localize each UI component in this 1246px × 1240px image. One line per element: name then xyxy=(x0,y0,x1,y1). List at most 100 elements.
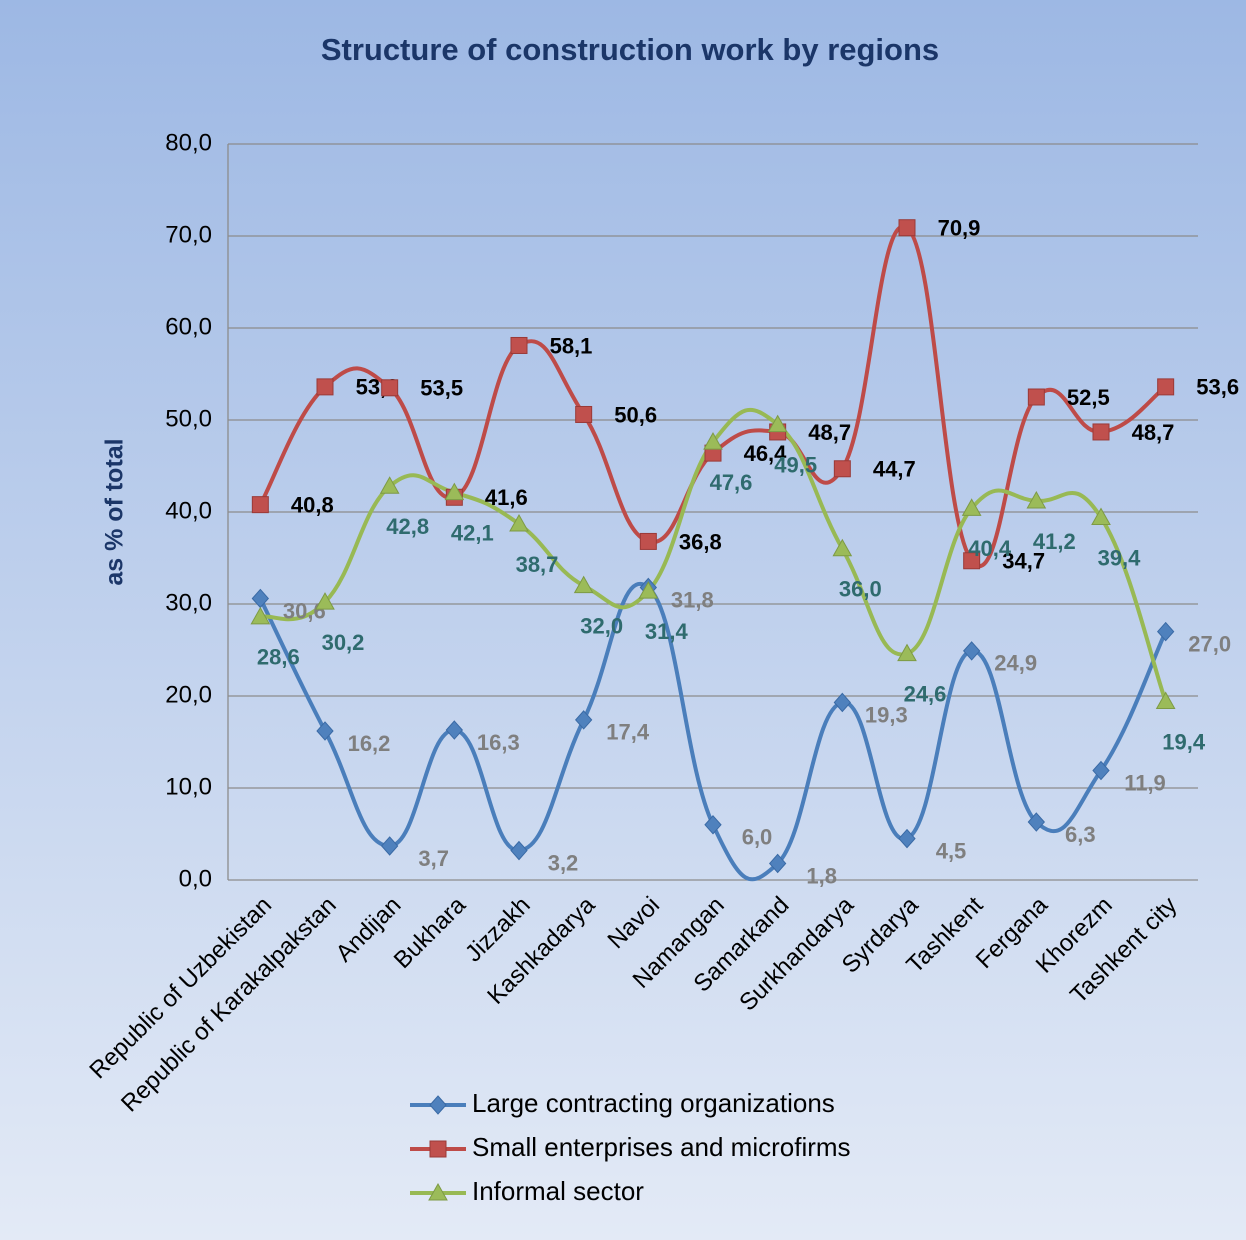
marker xyxy=(573,575,594,594)
legend-label: Informal sector xyxy=(472,1176,644,1206)
y-tick-label: 50,0 xyxy=(165,405,212,432)
data-label: 39,4 xyxy=(1098,545,1142,570)
data-label: 6,0 xyxy=(742,825,773,850)
marker xyxy=(316,378,334,396)
y-tick-label: 60,0 xyxy=(165,313,212,340)
data-label: 36,8 xyxy=(679,529,722,554)
data-label: 16,2 xyxy=(348,731,391,756)
marker xyxy=(251,496,269,514)
data-label: 1,8 xyxy=(806,863,837,888)
data-label: 41,2 xyxy=(1033,529,1076,554)
data-label: 50,6 xyxy=(614,402,657,427)
marker xyxy=(962,641,981,661)
marker xyxy=(1091,507,1111,526)
y-tick-label: 30,0 xyxy=(165,589,212,616)
marker xyxy=(510,336,528,354)
data-label: 31,8 xyxy=(671,587,714,612)
data-label: 30,2 xyxy=(322,630,365,655)
data-label: 34,7 xyxy=(1002,549,1045,574)
data-label: 36,0 xyxy=(839,577,882,602)
marker xyxy=(1092,760,1110,781)
data-label: 28,6 xyxy=(257,645,300,670)
marker xyxy=(510,840,528,861)
marker xyxy=(381,379,399,397)
marker xyxy=(961,498,982,516)
data-label: 6,3 xyxy=(1065,822,1096,847)
data-label: 4,5 xyxy=(936,838,967,863)
series-line xyxy=(258,224,1167,568)
data-label: 41,6 xyxy=(485,485,528,510)
data-label: 44,7 xyxy=(873,457,916,482)
marker xyxy=(638,581,659,599)
data-label: 3,2 xyxy=(548,850,579,875)
data-label: 24,9 xyxy=(994,651,1037,676)
marker xyxy=(250,606,271,625)
marker xyxy=(1026,490,1047,509)
marker xyxy=(316,721,334,741)
marker xyxy=(897,643,917,662)
data-label: 40,8 xyxy=(291,492,334,517)
marker xyxy=(1157,621,1175,642)
data-label: 42,1 xyxy=(451,520,494,545)
marker xyxy=(1155,691,1176,710)
y-tick-label: 20,0 xyxy=(165,681,212,708)
data-label: 17,4 xyxy=(606,720,650,745)
data-label: 46,4 xyxy=(744,441,788,466)
marker xyxy=(315,592,335,610)
data-label: 16,3 xyxy=(477,730,520,755)
legend-marker xyxy=(428,1182,448,1201)
data-label: 38,7 xyxy=(516,552,559,577)
marker xyxy=(898,219,916,237)
data-label: 19,4 xyxy=(1162,729,1206,754)
marker xyxy=(575,405,593,423)
y-tick-label: 10,0 xyxy=(165,773,212,800)
data-label: 47,6 xyxy=(710,470,753,495)
marker xyxy=(1092,423,1110,441)
marker xyxy=(898,828,916,849)
marker xyxy=(380,836,399,856)
y-axis-label: as % of total xyxy=(101,438,129,585)
data-label: 19,3 xyxy=(865,702,908,727)
data-label: 52,5 xyxy=(1067,385,1110,410)
y-tick-label: 40,0 xyxy=(165,497,212,524)
data-label: 49,5 xyxy=(774,452,817,477)
legend-marker xyxy=(429,1140,447,1158)
data-label: 24,6 xyxy=(904,681,947,706)
marker xyxy=(509,513,529,532)
marker xyxy=(639,532,657,550)
legend-marker xyxy=(429,1095,447,1115)
data-label: 11,9 xyxy=(1124,770,1166,795)
data-label: 32,0 xyxy=(580,613,623,638)
legend-label: Large contracting organizations xyxy=(472,1088,835,1118)
data-label: 58,1 xyxy=(550,333,593,358)
marker xyxy=(574,710,593,730)
legend-label: Small enterprises and microfirms xyxy=(472,1132,851,1162)
y-tick-label: 80,0 xyxy=(165,129,212,156)
chart-title: Structure of construction work by region… xyxy=(321,32,939,67)
marker xyxy=(963,552,981,570)
data-label: 53,5 xyxy=(420,376,463,401)
marker xyxy=(1027,812,1045,832)
data-label: 48,7 xyxy=(808,420,851,445)
marker xyxy=(445,720,464,740)
y-tick-label: 70,0 xyxy=(165,221,212,248)
marker xyxy=(767,414,788,433)
data-label: 70,9 xyxy=(938,216,981,241)
data-label: 48,7 xyxy=(1132,420,1175,445)
data-label: 3,7 xyxy=(418,846,449,871)
marker xyxy=(704,815,722,835)
data-label: 31,4 xyxy=(645,619,689,644)
marker xyxy=(379,476,400,494)
marker xyxy=(832,538,853,557)
data-label: 27,0 xyxy=(1188,631,1231,656)
marker xyxy=(1027,388,1045,406)
marker xyxy=(1157,378,1175,396)
data-label: 40,4 xyxy=(968,536,1012,561)
marker xyxy=(444,482,465,501)
marker xyxy=(768,853,787,874)
marker xyxy=(833,692,852,713)
marker xyxy=(703,432,723,450)
data-label: 30,6 xyxy=(283,598,326,623)
